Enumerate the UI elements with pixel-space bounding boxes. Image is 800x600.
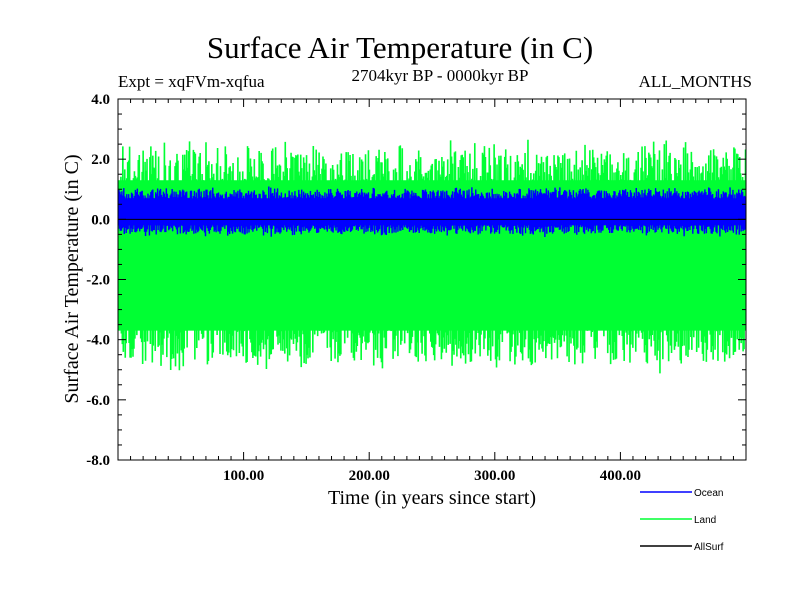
x-tick-label: 300.00 (474, 468, 515, 484)
y-tick-label: -4.0 (86, 333, 110, 349)
y-tick-label: -6.0 (86, 393, 110, 409)
months-label: ALL_MONTHS (638, 72, 752, 91)
y-tick-label: 0.0 (91, 212, 110, 228)
chart-subtitle: 2704kyr BP - 0000kyr BP (351, 66, 529, 85)
series-band-ocean (118, 198, 746, 226)
legend-label-allsurf: AllSurf (694, 542, 724, 553)
x-tick-label: 100.00 (223, 468, 264, 484)
x-tick-label: 200.00 (349, 468, 390, 484)
axes-layer: 4.0 2.0 0.0 -2.0 -4.0 -6.0 -8.0 100.00 200.00 300… (86, 92, 747, 484)
x-axis-label: Time (in years since start) (327, 487, 537, 509)
y-tick-label: 2.0 (91, 152, 110, 168)
y-tick-label: 4.0 (91, 92, 110, 108)
x-tick-label: 400.00 (600, 468, 641, 484)
y-tick-label: -2.0 (86, 273, 110, 289)
experiment-label: Expt = xqFVm-xqfua (118, 72, 265, 91)
legend-item-allsurf: AllSurf (640, 542, 724, 553)
legend: Ocean Land AllSurf (640, 488, 724, 553)
chart-title: Surface Air Temperature (in C) (206, 30, 594, 65)
legend-label-ocean: Ocean (694, 488, 723, 499)
legend-item-ocean: Ocean (640, 488, 723, 499)
y-tick-label: -8.0 (86, 453, 110, 469)
legend-item-land: Land (640, 515, 716, 526)
legend-label-land: Land (694, 515, 716, 526)
series-layer (118, 139, 746, 374)
